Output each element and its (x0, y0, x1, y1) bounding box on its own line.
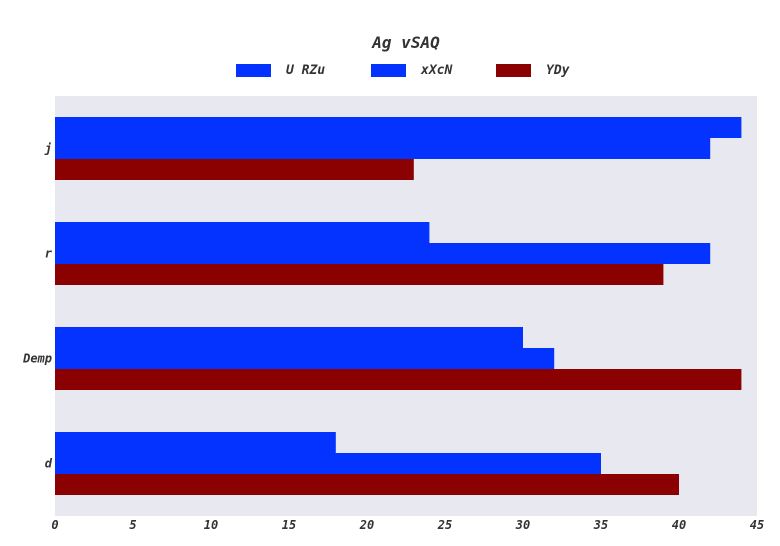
legend-swatch-series-1 (236, 64, 271, 77)
bar-r-series-1 (55, 222, 430, 243)
bar-d-series-2 (55, 453, 601, 474)
bar-j-series-3 (55, 159, 414, 180)
x-tick-label: 20 (359, 518, 374, 532)
legend-label-series-3: YDy (546, 63, 570, 78)
bar-Demp-series-1 (55, 327, 523, 348)
x-tick-label: 5 (129, 518, 136, 532)
bar-j-series-1 (55, 117, 742, 138)
chart-title: Ag vSAQ (372, 33, 440, 52)
x-tick-label: 0 (51, 518, 58, 532)
y-tick-label: r (45, 247, 53, 261)
bar-Demp-series-3 (55, 369, 742, 390)
x-tick-label: 15 (282, 518, 296, 532)
x-tick-label: 40 (672, 518, 686, 532)
bar-d-series-3 (55, 474, 679, 495)
x-tick-label: 25 (437, 518, 452, 532)
legend-label-series-1: U RZu (286, 63, 326, 78)
bar-r-series-3 (55, 264, 664, 285)
x-tick-label: 30 (515, 518, 530, 532)
bar-Demp-series-2 (55, 348, 555, 369)
x-tick-label: 10 (204, 518, 218, 532)
legend-swatch-series-3 (496, 64, 531, 77)
y-tick-label: j (44, 142, 52, 156)
y-tick-label: Demp (22, 352, 52, 366)
x-tick-label: 35 (593, 518, 608, 532)
legend-swatch-series-2 (371, 64, 406, 77)
bar-d-series-1 (55, 432, 336, 453)
x-tick-label: 45 (750, 518, 764, 532)
y-tick-label: d (45, 457, 53, 471)
legend-label-series-2: xXcN (421, 63, 453, 78)
bar-r-series-2 (55, 243, 711, 264)
bar-j-series-2 (55, 138, 711, 159)
